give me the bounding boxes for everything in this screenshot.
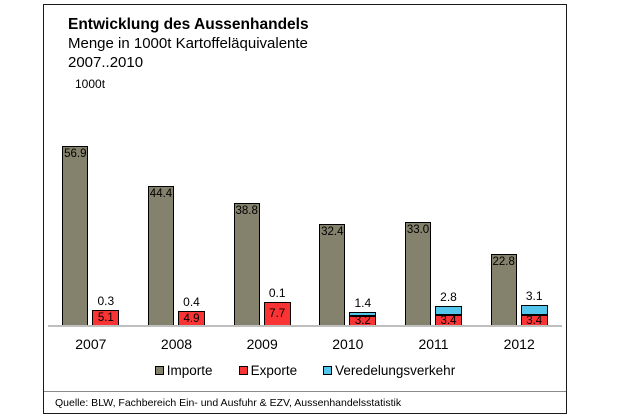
title-block: Entwicklung des Aussenhandels Menge in 1… bbox=[68, 15, 309, 72]
bar-groups: 56.9 0.3 5.1 44.4 0.4 4.9 38.8 0.1 7.7 32.4 1.4 3.2… bbox=[48, 96, 562, 327]
legend-label: Importe bbox=[166, 363, 213, 378]
chart-title: Entwicklung des Aussenhandels bbox=[68, 16, 309, 33]
import-bar: 56.9 bbox=[62, 146, 89, 326]
bar-group-2011: 33.0 2.8 3.4 bbox=[391, 96, 477, 327]
import-bar: 44.4 bbox=[148, 186, 174, 326]
vered-value-label: 1.4 bbox=[354, 296, 372, 310]
bar-group-2010: 32.4 1.4 3.2 bbox=[305, 96, 391, 327]
legend-item-exporte: Exporte bbox=[238, 363, 298, 378]
legend-item-veredelungsverkehr: Veredelungsverkehr bbox=[323, 363, 455, 378]
export-vered-stack: 1.4 3.2 bbox=[349, 296, 377, 327]
vered-value-label: 2.8 bbox=[440, 290, 457, 304]
vered-bar bbox=[520, 305, 548, 315]
year-label: 2009 bbox=[246, 336, 278, 352]
legend-swatch-icon bbox=[238, 366, 248, 375]
legend-swatch-icon bbox=[323, 366, 333, 375]
bar-group-2008: 44.4 0.4 4.9 bbox=[134, 96, 220, 326]
footer-divider bbox=[44, 391, 566, 392]
legend: Importe Exporte Veredelungsverkehr bbox=[44, 363, 566, 378]
export-vered-stack: 0.3 5.1 bbox=[92, 294, 120, 326]
vered-value-label: 3.1 bbox=[525, 289, 543, 303]
year-label: 2011 bbox=[418, 336, 449, 352]
legend-item-importe: Importe bbox=[154, 363, 213, 378]
import-value-label: 44.4 bbox=[149, 188, 173, 200]
year-label: 2008 bbox=[160, 336, 193, 352]
export-bar: 7.7 bbox=[263, 302, 291, 326]
export-vered-stack: 3.1 3.4 bbox=[520, 289, 548, 327]
source-note: Quelle: BLW, Fachbereich Ein- und Ausfuh… bbox=[55, 397, 402, 409]
import-bar: 32.4 bbox=[319, 224, 346, 326]
import-bar: 38.8 bbox=[233, 203, 260, 326]
export-vered-stack: 0.1 7.7 bbox=[263, 286, 291, 326]
year-label: 2012 bbox=[503, 336, 535, 352]
import-bar: 22.8 bbox=[490, 254, 517, 326]
import-value-label: 32.4 bbox=[321, 226, 344, 238]
vered-bar bbox=[435, 306, 463, 315]
legend-label: Exporte bbox=[250, 363, 298, 378]
legend-label: Veredelungsverkehr bbox=[335, 363, 456, 378]
bar-group-2012: 22.8 3.1 3.4 bbox=[476, 96, 562, 327]
y-axis-unit-label: 1000t bbox=[75, 77, 106, 91]
chart-frame: Entwicklung des Aussenhandels Menge in 1… bbox=[43, 4, 567, 414]
export-bar: 3.2 bbox=[349, 315, 377, 327]
vered-bar bbox=[349, 312, 377, 316]
chart-subtitle: Menge in 1000t Kartoffeläquivalente bbox=[68, 35, 308, 52]
bar-group-2009: 38.8 0.1 7.7 bbox=[219, 96, 305, 326]
vered-value-label: 0.3 bbox=[97, 294, 115, 308]
legend-swatch-icon bbox=[154, 366, 164, 375]
import-value-label: 22.8 bbox=[492, 256, 515, 268]
x-axis-labels: 2007 2008 2009 2010 2011 2012 bbox=[48, 336, 562, 352]
import-bar: 33.0 bbox=[405, 222, 432, 326]
export-vered-stack: 2.8 3.4 bbox=[435, 290, 463, 327]
import-value-label: 56.9 bbox=[64, 148, 87, 160]
export-bar: 5.1 bbox=[92, 310, 120, 326]
year-label: 2007 bbox=[75, 336, 107, 352]
import-value-label: 38.8 bbox=[235, 205, 258, 217]
bar-group-2007: 56.9 0.3 5.1 bbox=[48, 96, 134, 326]
chart-subtitle-years: 2007..2010 bbox=[68, 54, 144, 71]
export-vered-stack: 0.4 4.9 bbox=[178, 295, 205, 326]
vered-value-label: 0.1 bbox=[268, 286, 286, 300]
x-axis-baseline bbox=[48, 325, 562, 327]
vered-value-label: 0.4 bbox=[183, 295, 200, 309]
export-bar: 4.9 bbox=[178, 311, 205, 326]
import-value-label: 33.0 bbox=[406, 224, 430, 236]
year-label: 2010 bbox=[332, 336, 364, 352]
